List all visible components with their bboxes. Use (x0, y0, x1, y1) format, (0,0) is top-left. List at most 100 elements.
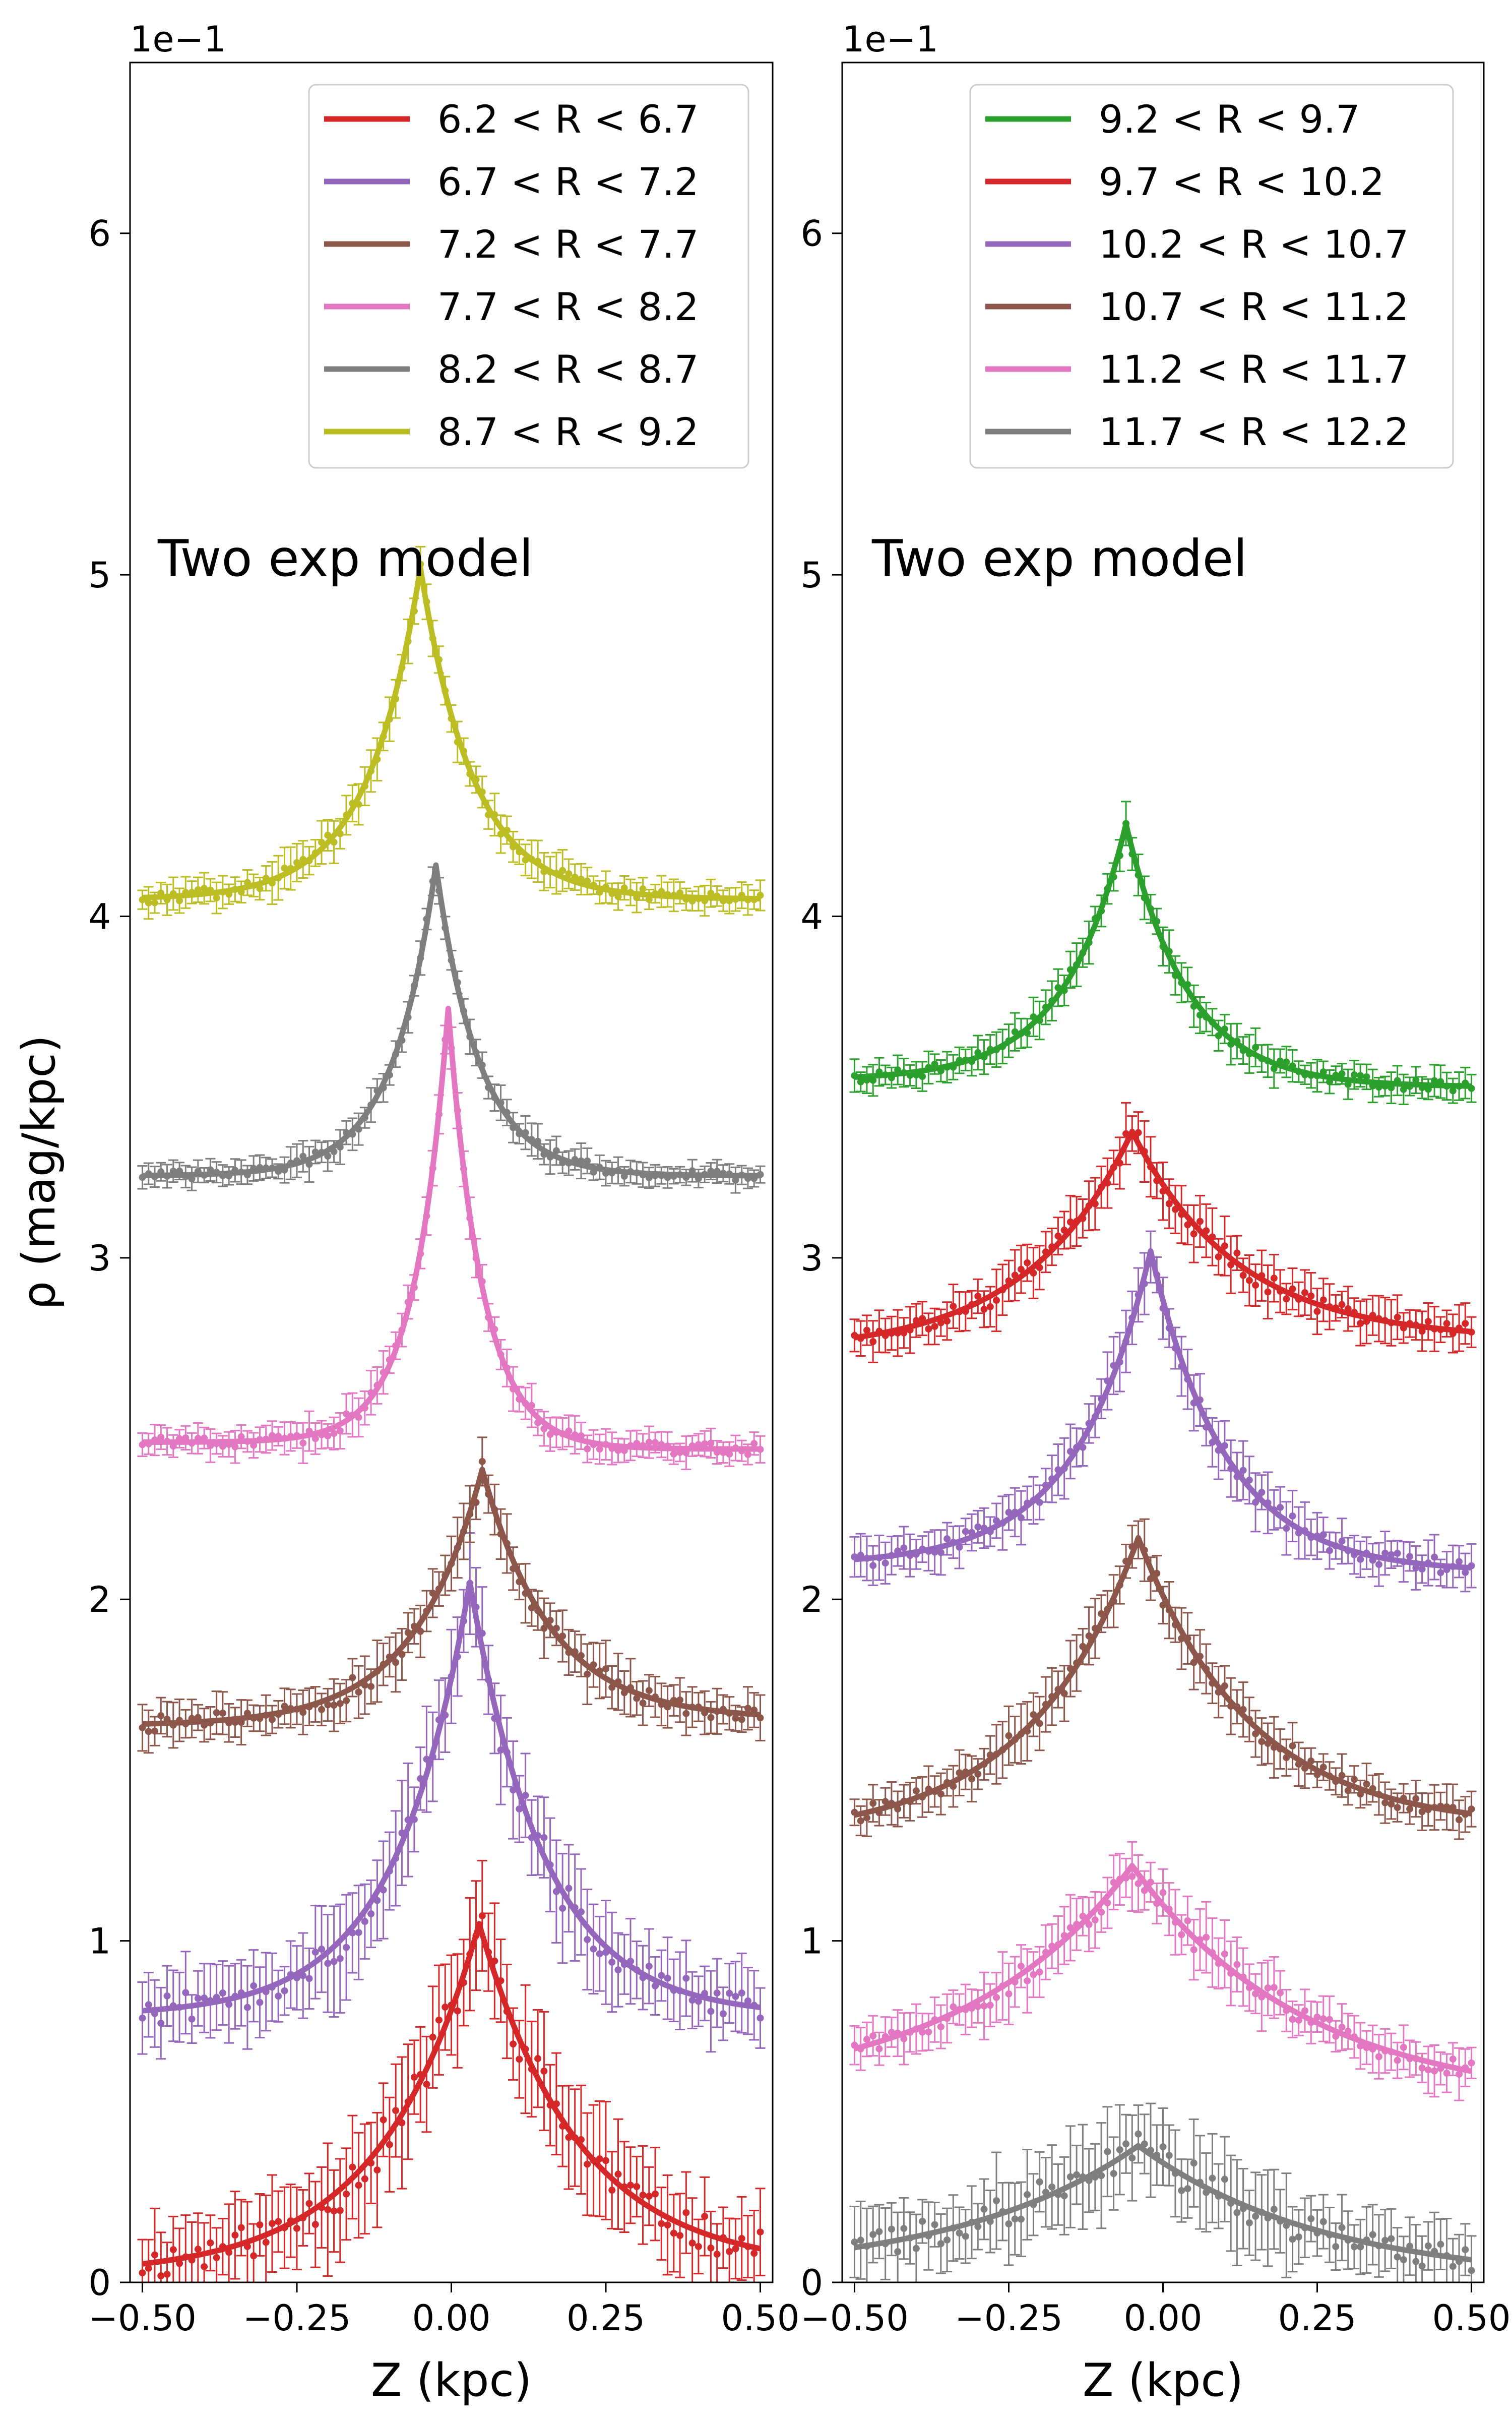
data-point (695, 1998, 702, 2005)
data-point (1307, 2215, 1315, 2222)
data-point (1221, 1682, 1228, 1689)
data-point (1289, 1512, 1296, 1520)
data-point (534, 2055, 542, 2063)
data-point (1462, 2246, 1469, 2254)
data-point (1066, 2173, 1074, 2181)
data-point (1036, 1720, 1043, 1727)
data-point (986, 1303, 994, 1310)
data-point (1400, 2043, 1407, 2051)
data-point (1462, 1320, 1469, 1327)
data-point (1412, 1564, 1420, 1571)
data-point (355, 2182, 362, 2189)
data-point (1036, 2178, 1043, 2186)
data-point (602, 2157, 609, 2164)
data-point (1030, 1971, 1037, 1978)
data-point (349, 1674, 356, 1681)
data-point (962, 2232, 969, 2240)
data-point (1388, 1551, 1395, 1558)
data-point (1184, 2185, 1191, 2193)
data-point (516, 2055, 523, 2063)
data-point (1017, 1962, 1025, 1970)
data-point (194, 2246, 202, 2253)
data-point (1375, 1561, 1382, 1568)
data-point (145, 2265, 152, 2272)
data-point (139, 2269, 146, 2277)
data-point (1437, 2241, 1444, 2248)
data-point (888, 2028, 895, 2036)
data-point (750, 1440, 758, 1447)
data-point (1017, 1265, 1025, 1273)
data-point (726, 1989, 733, 1997)
data-point (1313, 1308, 1321, 1315)
data-point (1301, 1289, 1309, 1296)
data-point (1264, 1984, 1272, 1992)
data-point (584, 2160, 591, 2168)
data-point (633, 2183, 641, 2191)
data-point (201, 884, 208, 892)
data-point (1418, 2064, 1426, 2072)
data-point (596, 1950, 603, 1958)
data-point (738, 2234, 745, 2242)
data-point (565, 1427, 573, 1435)
data-point (281, 1703, 288, 1710)
data-point (1369, 2231, 1376, 2238)
data-point (1319, 2218, 1327, 2225)
data-point (343, 1697, 350, 1705)
series-2 (849, 1102, 1477, 1363)
data-point (1239, 1467, 1247, 1474)
data-point (1264, 1288, 1272, 1296)
data-point (950, 2003, 957, 2011)
y-tick-label: 1 (800, 1921, 823, 1962)
data-point (652, 1439, 659, 1446)
data-point (1054, 1232, 1062, 1240)
data-point (584, 1670, 591, 1678)
data-point (157, 2272, 165, 2279)
data-point (1196, 1218, 1204, 1225)
data-point (670, 2229, 677, 2237)
model-curve (853, 1128, 1473, 1341)
data-point (1270, 2206, 1278, 2213)
data-point (1326, 2016, 1333, 2023)
data-point (318, 1946, 326, 1953)
data-point (863, 1814, 870, 1822)
data-point (744, 1705, 751, 1712)
x-tick-label: −0.25 (955, 2297, 1063, 2339)
data-point (863, 2036, 870, 2043)
data-point (900, 1544, 908, 1552)
data-point (1443, 1320, 1451, 1327)
data-point (1245, 1277, 1253, 1284)
x-axis-label: Z (kpc) (371, 2354, 532, 2407)
x-tick-label: −0.50 (800, 2297, 909, 2339)
data-point (1036, 1968, 1043, 1976)
data-point (1431, 1077, 1438, 1084)
data-point (639, 885, 647, 893)
data-point (454, 2007, 461, 2015)
series-1 (137, 1860, 766, 2282)
data-point (1270, 1984, 1278, 1991)
data-point (707, 889, 715, 897)
data-point (392, 2107, 400, 2114)
data-point (275, 1992, 282, 2000)
legend-entry: 7.2 < R < 7.7 (437, 222, 699, 267)
data-point (219, 1442, 226, 1450)
data-point (869, 1799, 877, 1807)
data-point (151, 1727, 159, 1735)
y-tick-label: 4 (88, 896, 111, 937)
data-point (1135, 1880, 1142, 1888)
data-point (194, 1994, 202, 2002)
data-point (590, 1945, 597, 1953)
legend-entry: 7.7 < R < 8.2 (437, 284, 699, 329)
data-point (275, 2218, 282, 2225)
data-point (361, 2175, 368, 2183)
data-point (1252, 1498, 1259, 1506)
data-point (330, 1958, 338, 1965)
model-curve (853, 1535, 1473, 1818)
series-5 (849, 1841, 1477, 2101)
data-point (732, 1176, 739, 1184)
data-point (1319, 2015, 1327, 2023)
axis-offset-label: 1e−1 (130, 19, 226, 60)
data-point (1394, 1804, 1401, 1811)
data-point (1350, 2243, 1358, 2251)
data-point (1270, 1065, 1278, 1072)
